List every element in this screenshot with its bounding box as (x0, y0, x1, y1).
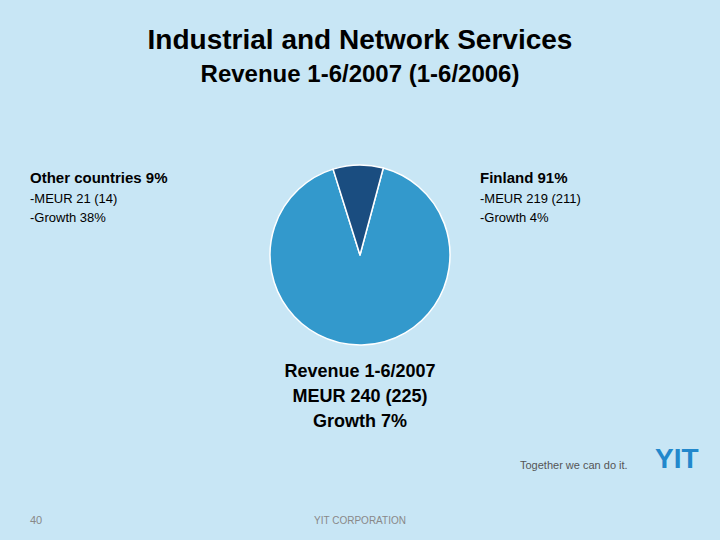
svg-text:YIT CORPORATION: YIT CORPORATION (314, 515, 406, 526)
svg-text:Other countries 9%: Other countries 9% (30, 169, 168, 186)
svg-text:40: 40 (30, 514, 42, 526)
svg-text:YIT: YIT (655, 443, 699, 474)
svg-text:Industrial and Network Service: Industrial and Network Services (148, 24, 573, 55)
svg-text:-MEUR 21 (14): -MEUR 21 (14) (30, 191, 117, 206)
svg-text:-MEUR 219 (211): -MEUR 219 (211) (480, 191, 581, 206)
svg-text:MEUR 240 (225): MEUR 240 (225) (292, 386, 427, 406)
svg-text:Growth 7%: Growth 7% (313, 411, 407, 431)
svg-text:-Growth 4%: -Growth 4% (480, 210, 549, 225)
svg-text:Finland 91%: Finland 91% (480, 169, 568, 186)
svg-text:Revenue 1-6/2007 (1-6/2006): Revenue 1-6/2007 (1-6/2006) (201, 60, 520, 87)
svg-text:Together we can do it.: Together we can do it. (520, 459, 628, 471)
svg-text:-Growth 38%: -Growth 38% (30, 210, 106, 225)
svg-text:Revenue 1-6/2007: Revenue 1-6/2007 (284, 361, 435, 381)
